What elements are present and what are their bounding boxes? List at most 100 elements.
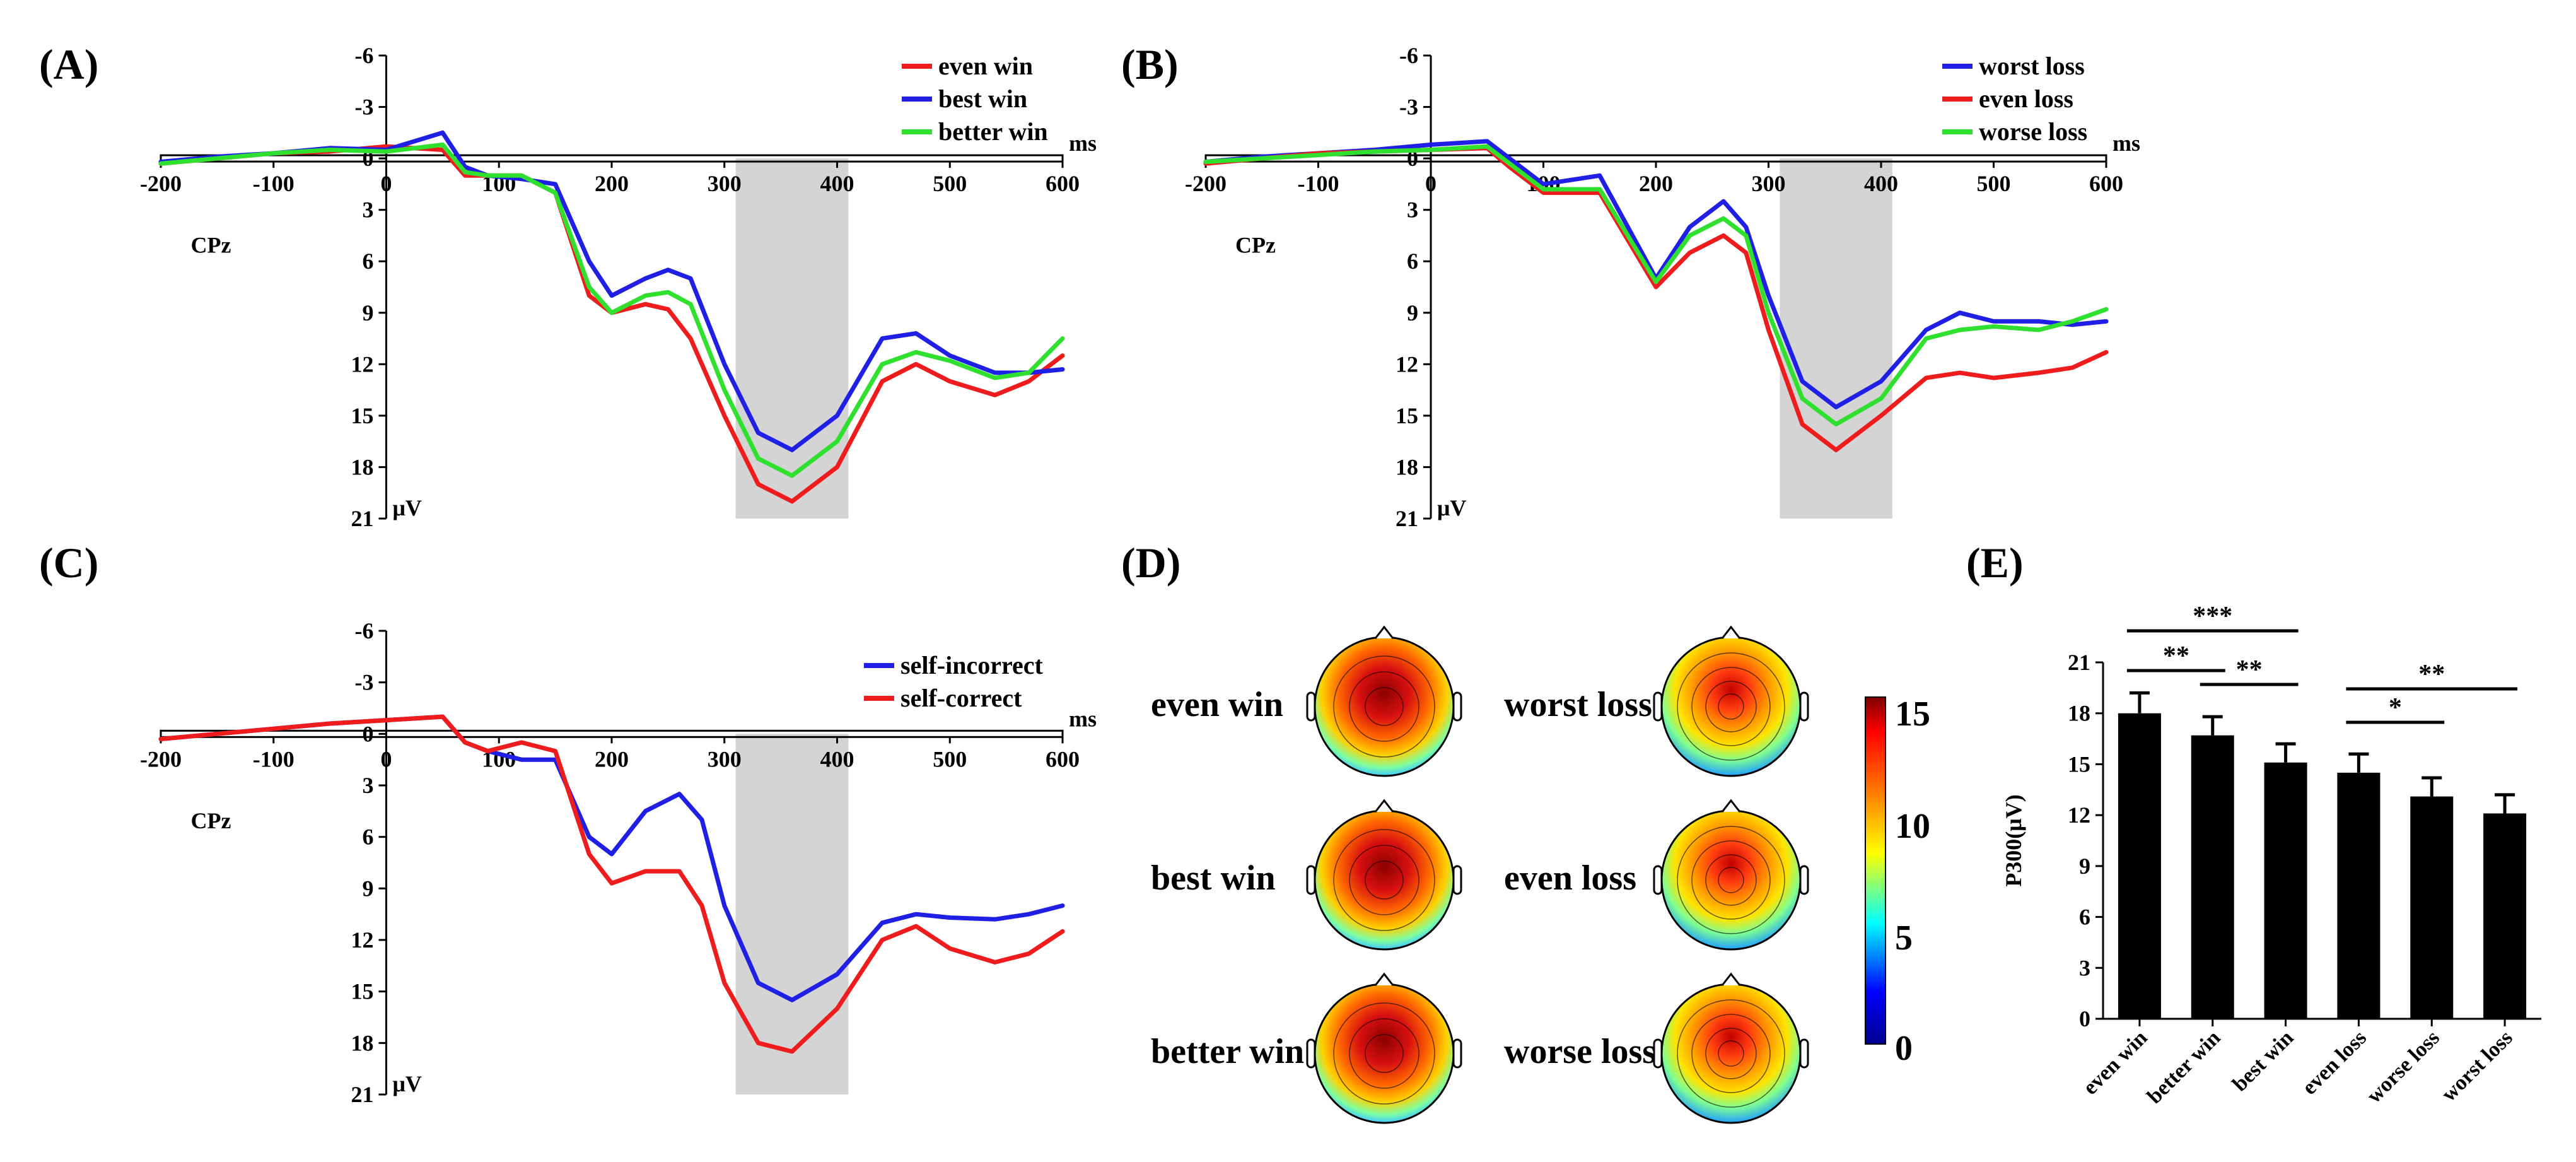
bar-y-tick-label: 18 <box>2068 701 2090 726</box>
y-tick-label: 18 <box>351 454 374 479</box>
y-tick-label: 18 <box>1396 454 1418 479</box>
bar-y-tick-label: 3 <box>2079 955 2090 980</box>
x-tick-label: -100 <box>1298 171 1339 196</box>
panel-label-e: (E) <box>1966 539 2024 587</box>
topo-label-better-win: better win <box>1151 1032 1304 1071</box>
bar-worst-loss <box>2483 813 2527 1019</box>
x-tick-label: 0 <box>381 746 392 772</box>
topomap-even-loss <box>1653 799 1809 951</box>
channel-label: CPz <box>191 808 231 833</box>
p300-window-shade <box>1780 158 1892 519</box>
x-axis <box>1204 154 2107 163</box>
legend-label-worst-loss: worst loss <box>1979 52 2085 80</box>
p300-window-shade <box>735 158 849 519</box>
colorbar-tick-5: 5 <box>1895 918 1913 958</box>
x-tick-label: 200 <box>595 171 629 196</box>
topo-label-even-loss: even loss <box>1504 859 1636 898</box>
bar-y-tick-label: 21 <box>2068 650 2090 675</box>
colorbar-tick-15: 15 <box>1895 695 1930 734</box>
x-tick-label: 400 <box>820 746 854 772</box>
x-tick-label: -100 <box>253 171 294 196</box>
series-line-self-correct <box>158 714 1065 1054</box>
y-tick-label: 18 <box>351 1030 374 1055</box>
y-unit-label: μV <box>393 495 422 520</box>
legend-label-self-correct: self-correct <box>900 684 1022 712</box>
x-tick-label: 400 <box>820 171 854 196</box>
y-tick-label: 15 <box>1396 403 1418 428</box>
topo-label-even-win: even win <box>1151 685 1283 724</box>
colorbar-tick-10: 10 <box>1895 807 1930 846</box>
bar-y-tick-label: 15 <box>2068 751 2090 777</box>
x-axis <box>160 729 1064 738</box>
y-tick-label: 12 <box>351 927 374 953</box>
y-tick-label: 12 <box>351 351 374 377</box>
x-tick-label: -200 <box>140 746 182 772</box>
sig-stars-even-win-better-win: ** <box>2163 642 2189 671</box>
bar-x-tick-label: worst loss <box>2437 1026 2517 1106</box>
y-tick-label: 3 <box>363 773 374 798</box>
x-tick-label: 200 <box>1639 171 1673 196</box>
panel-label-b: (B) <box>1121 40 1179 88</box>
colorbar-tick-0: 0 <box>1895 1029 1913 1068</box>
sig-stars-even-loss-worst-loss: ** <box>2418 660 2445 689</box>
y-tick-label: 9 <box>363 300 374 326</box>
legend-label-worse-loss: worse loss <box>1979 117 2087 146</box>
topomap-worst-loss <box>1653 625 1809 777</box>
y-tick-label: 15 <box>351 979 374 1004</box>
x-tick-label: 500 <box>933 746 967 772</box>
x-tick-label: -200 <box>140 171 182 196</box>
x-tick-label: 600 <box>2089 171 2123 196</box>
y-tick-label: -3 <box>355 95 374 120</box>
bar-y-tick-label: 12 <box>2068 802 2090 828</box>
colorbar <box>1865 696 1886 1045</box>
bar-worse-loss <box>2410 796 2454 1019</box>
y-tick-label: 21 <box>351 506 374 531</box>
x-tick-label: 200 <box>595 746 629 772</box>
bar-y-axis-label: P300(μV) <box>2001 794 2026 886</box>
channel-label: CPz <box>1235 233 1276 258</box>
y-tick-label: 0 <box>363 721 374 746</box>
y-tick-label: 6 <box>1407 249 1418 274</box>
x-unit-label: ms <box>1069 131 1097 156</box>
x-tick-label: 400 <box>1864 171 1898 196</box>
channel-label: CPz <box>191 233 231 258</box>
topomap-even-win <box>1306 625 1462 777</box>
bar-even-win <box>2118 713 2161 1019</box>
bar-even-loss <box>2337 772 2381 1019</box>
series-line-worst-loss <box>1203 139 2109 409</box>
y-tick-label: -3 <box>1399 95 1418 120</box>
bar-x-tick-label: best win <box>2228 1026 2298 1096</box>
legend-label-even-loss: even loss <box>1979 85 2073 113</box>
x-unit-label: ms <box>2113 131 2140 156</box>
y-tick-label: -6 <box>355 618 374 643</box>
bar-x-tick-label: even win <box>2078 1026 2152 1099</box>
legend-label-even-win: even win <box>938 52 1033 80</box>
x-axis <box>160 154 1064 163</box>
y-tick-label: 3 <box>363 197 374 223</box>
x-tick-label: -100 <box>253 746 294 772</box>
bar-y-tick-label: 9 <box>2079 854 2090 879</box>
x-tick-label: -200 <box>1185 171 1227 196</box>
topomap-panel: even win best win better win worst loss … <box>1151 625 1930 1124</box>
p300-window-shade <box>735 734 849 1095</box>
x-tick-label: 500 <box>1977 171 2011 196</box>
topo-label-worse-loss: worse loss <box>1504 1032 1656 1071</box>
x-tick-label: 600 <box>1046 746 1080 772</box>
x-tick-label: 0 <box>1425 171 1437 196</box>
y-tick-label: 21 <box>351 1082 374 1107</box>
x-tick-label: 500 <box>933 171 967 196</box>
y-tick-label: -6 <box>355 43 374 68</box>
sig-stars-even-loss-worse-loss: * <box>2389 693 2402 722</box>
x-tick-label: 600 <box>1046 171 1080 196</box>
sig-stars-even-win-best-win: *** <box>2193 602 2232 631</box>
topomap-better-win <box>1306 972 1462 1124</box>
y-tick-label: 6 <box>363 249 374 274</box>
bar-x-tick-label: better win <box>2143 1026 2225 1108</box>
y-tick-label: 9 <box>1407 300 1418 326</box>
x-tick-label: 0 <box>381 171 392 196</box>
panel-label-d: (D) <box>1121 539 1180 587</box>
topomap-worse-loss <box>1653 972 1809 1124</box>
y-tick-label: 3 <box>1407 197 1418 223</box>
